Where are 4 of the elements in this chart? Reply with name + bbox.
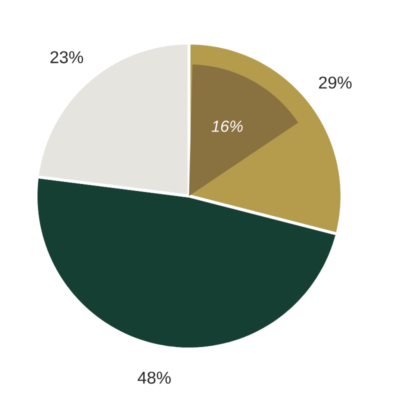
data-label: 29% [319, 76, 352, 89]
data-label: 16% [212, 120, 243, 132]
data-label: 48% [138, 372, 171, 384]
data-label: 23% [50, 51, 84, 64]
